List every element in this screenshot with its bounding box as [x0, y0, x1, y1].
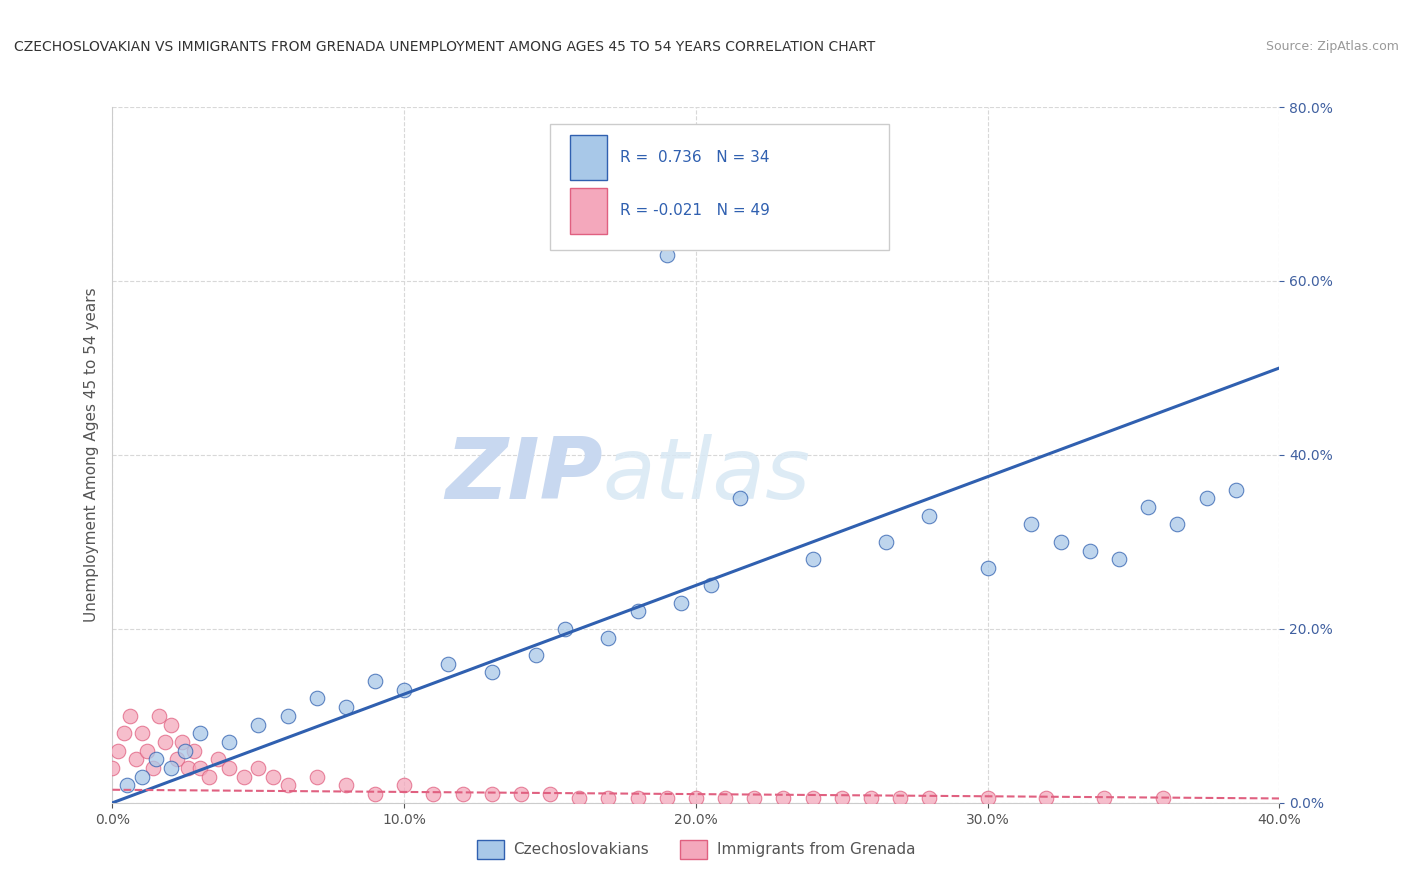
Point — [728, 491, 751, 506]
Point — [801, 791, 824, 805]
Text: Source: ZipAtlas.com: Source: ZipAtlas.com — [1265, 40, 1399, 54]
Point — [714, 791, 737, 805]
Point — [627, 791, 650, 805]
Point — [742, 791, 765, 805]
Text: R = -0.021   N = 49: R = -0.021 N = 49 — [620, 202, 770, 218]
Point — [655, 248, 678, 262]
Text: ZIP: ZIP — [444, 434, 603, 517]
Point — [1166, 517, 1188, 532]
Point — [1225, 483, 1247, 497]
Point — [671, 596, 693, 610]
Point — [889, 791, 911, 805]
Point — [364, 787, 387, 801]
Point — [524, 648, 547, 662]
Point — [145, 752, 167, 766]
FancyBboxPatch shape — [569, 135, 607, 180]
Point — [685, 791, 707, 805]
Y-axis label: Unemployment Among Ages 45 to 54 years: Unemployment Among Ages 45 to 54 years — [83, 287, 98, 623]
Point — [131, 770, 153, 784]
Point — [554, 622, 576, 636]
Point — [875, 534, 897, 549]
Text: CZECHOSLOVAKIAN VS IMMIGRANTS FROM GRENADA UNEMPLOYMENT AMONG AGES 45 TO 54 YEAR: CZECHOSLOVAKIAN VS IMMIGRANTS FROM GRENA… — [14, 40, 876, 54]
Point — [1094, 791, 1116, 805]
Point — [160, 761, 183, 775]
Point — [976, 791, 998, 805]
Legend: Czechoslovakians, Immigrants from Grenada: Czechoslovakians, Immigrants from Grenad… — [471, 834, 921, 864]
Point — [335, 700, 357, 714]
Point — [247, 717, 270, 731]
Point — [101, 761, 124, 775]
Point — [183, 744, 205, 758]
Point — [172, 735, 194, 749]
Point — [1078, 543, 1101, 558]
Point — [218, 761, 240, 775]
Point — [197, 770, 219, 784]
Point — [1035, 791, 1057, 805]
FancyBboxPatch shape — [550, 124, 889, 250]
Point — [112, 726, 135, 740]
Point — [153, 735, 176, 749]
Point — [125, 752, 148, 766]
Point — [598, 631, 620, 645]
Point — [568, 791, 591, 805]
Text: atlas: atlas — [603, 434, 811, 517]
Point — [437, 657, 460, 671]
Point — [364, 674, 387, 689]
Text: R =  0.736   N = 34: R = 0.736 N = 34 — [620, 150, 769, 165]
Point — [107, 744, 129, 758]
Point — [160, 717, 183, 731]
Point — [1108, 552, 1130, 566]
Point — [655, 791, 678, 805]
Point — [422, 787, 444, 801]
Point — [860, 791, 883, 805]
Point — [305, 770, 328, 784]
Point — [481, 665, 503, 680]
Point — [188, 761, 211, 775]
Point — [142, 761, 165, 775]
Point — [305, 691, 328, 706]
Point — [177, 761, 200, 775]
Point — [1152, 791, 1174, 805]
Point — [509, 787, 531, 801]
Point — [148, 708, 170, 723]
Point — [394, 682, 416, 697]
Point — [118, 708, 141, 723]
Point — [918, 508, 941, 523]
Point — [188, 726, 211, 740]
Point — [174, 744, 197, 758]
FancyBboxPatch shape — [569, 188, 607, 234]
Point — [262, 770, 284, 784]
Point — [276, 778, 298, 793]
Point — [1049, 534, 1071, 549]
Point — [136, 744, 159, 758]
Point — [166, 752, 188, 766]
Point — [538, 787, 561, 801]
Point — [627, 605, 650, 619]
Point — [451, 787, 474, 801]
Point — [481, 787, 503, 801]
Point — [976, 561, 998, 575]
Point — [207, 752, 229, 766]
Point — [218, 735, 240, 749]
Point — [276, 708, 298, 723]
Point — [918, 791, 941, 805]
Point — [131, 726, 153, 740]
Point — [699, 578, 721, 592]
Point — [232, 770, 254, 784]
Point — [394, 778, 416, 793]
Point — [801, 552, 824, 566]
Point — [1137, 500, 1160, 514]
Point — [115, 778, 138, 793]
Point — [1021, 517, 1043, 532]
Point — [772, 791, 794, 805]
Point — [335, 778, 357, 793]
Point — [831, 791, 853, 805]
Point — [1195, 491, 1218, 506]
Point — [598, 791, 620, 805]
Point — [247, 761, 270, 775]
